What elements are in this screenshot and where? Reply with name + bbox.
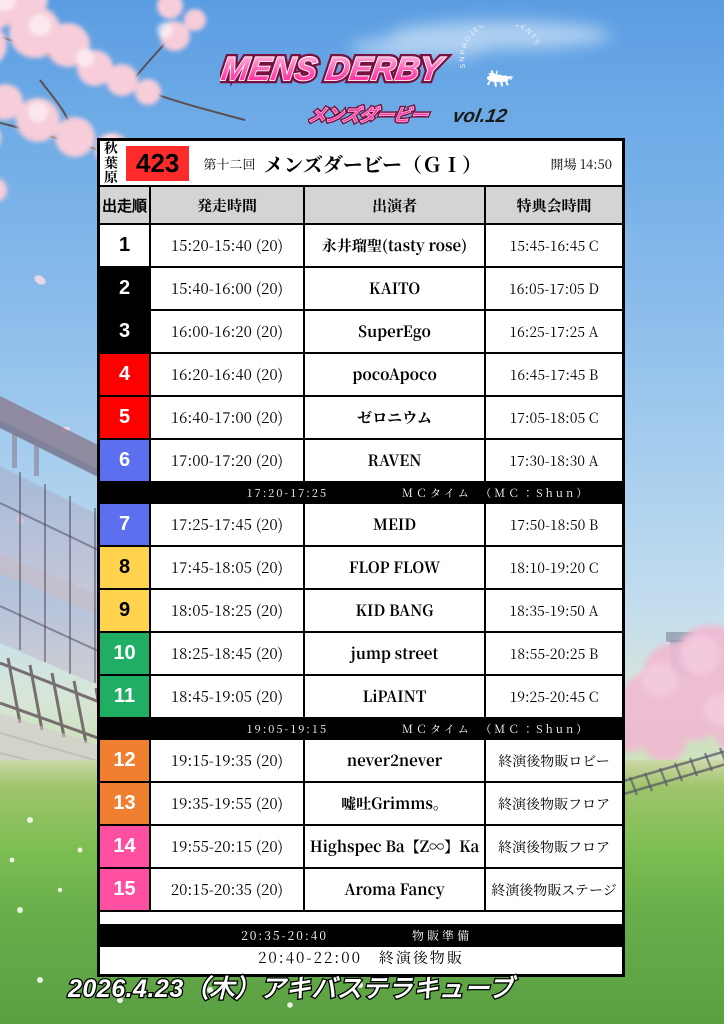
- svg-text:2026.4.23（木）アキバステラキューブ: 2026.4.23（木）アキバステラキューブ: [67, 975, 518, 1003]
- svg-text:メンズダービー: メンズダービー: [308, 105, 430, 125]
- svg-text:SNPROJECT PRESENTS: SNPROJECT PRESENTS: [458, 25, 542, 69]
- svg-text:MENS DERBY: MENS DERBY: [220, 51, 447, 88]
